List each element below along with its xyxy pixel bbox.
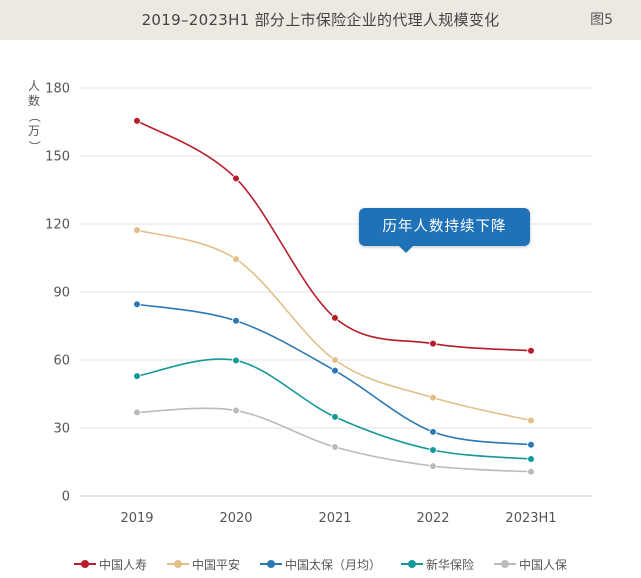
y-tick-label: 60 — [53, 354, 70, 369]
x-tick-label: 2021 — [318, 511, 351, 526]
legend-swatch — [259, 559, 282, 569]
annotation-callout-pointer — [398, 245, 414, 253]
data-point — [133, 372, 141, 380]
legend: 中国人寿 中国平安 中国太保（月均） 新华保险 中国人保 — [0, 554, 641, 574]
data-point — [527, 416, 535, 425]
legend-item: 中国人寿 — [73, 554, 147, 574]
data-point — [232, 406, 240, 415]
chart-title: 2019–2023H1 部分上市保险企业的代理人规模变化 — [141, 11, 500, 29]
grid-lines — [80, 87, 592, 497]
data-point — [331, 443, 339, 451]
legend-item: 中国平安 — [166, 554, 240, 574]
x-tick-labels: 2019 2020 2021 2022 2023H1 — [120, 511, 556, 526]
legend-item: 中国太保（月均） — [259, 554, 381, 574]
y-tick-label: 0 — [62, 490, 70, 505]
legend-item: 中国人保 — [494, 554, 567, 574]
data-point — [331, 314, 339, 322]
x-tick-label: 2020 — [219, 511, 252, 526]
data-point — [133, 300, 141, 309]
data-point — [429, 393, 437, 402]
series-points — [133, 117, 535, 476]
y-tick-label: 120 — [45, 218, 70, 233]
data-point — [232, 174, 240, 183]
legend-label: 中国人寿 — [98, 557, 147, 572]
legend-label: 中国平安 — [191, 557, 240, 572]
legend-swatch — [166, 559, 189, 569]
figure-number: 图5 — [590, 12, 613, 28]
x-tick-label: 2022 — [416, 511, 449, 526]
series-line — [136, 303, 532, 446]
y-axis-label-char: 人 — [27, 79, 40, 93]
data-point — [331, 413, 339, 421]
data-point — [133, 408, 141, 417]
y-tick-labels: 0 30 60 90 120 150 180 — [45, 82, 70, 505]
data-point — [232, 316, 240, 325]
data-point — [133, 117, 141, 125]
y-axis-label: 人 数 （ 万 ） — [26, 79, 42, 154]
data-point — [527, 467, 535, 476]
title-bar: 2019–2023H1 部分上市保险企业的代理人规模变化 图5 — [0, 0, 641, 40]
data-point — [331, 356, 339, 364]
data-point — [429, 446, 437, 454]
y-tick-label: 150 — [45, 150, 70, 165]
data-point — [429, 428, 437, 436]
y-axis-label-char: 万 — [27, 124, 40, 138]
legend-label: 中国人保 — [519, 557, 568, 572]
x-tick-label: 2019 — [120, 511, 153, 526]
data-point — [331, 366, 339, 375]
y-tick-label: 180 — [45, 82, 70, 97]
series-line — [136, 120, 532, 352]
legend-swatch — [73, 559, 96, 569]
legend-item: 新华保险 — [401, 554, 474, 574]
y-axis-label-char: 数 — [27, 94, 40, 108]
y-axis-label-char: （ — [27, 110, 42, 123]
data-point — [232, 356, 240, 365]
legend-label: 中国太保（月均） — [284, 557, 381, 572]
legend-swatch — [494, 559, 517, 569]
series-line — [136, 229, 532, 422]
y-axis-label-char: ） — [27, 140, 42, 153]
data-point — [527, 455, 535, 463]
y-tick-label: 90 — [53, 286, 70, 301]
data-point — [527, 440, 535, 449]
data-point — [232, 255, 240, 263]
data-point — [429, 339, 437, 348]
legend-swatch — [401, 559, 423, 569]
data-point — [429, 462, 437, 470]
data-point — [133, 226, 141, 234]
annotation-callout: 历年人数持续下降 — [359, 208, 530, 246]
legend-label: 新华保险 — [426, 557, 475, 572]
x-tick-label: 2023H1 — [505, 511, 556, 526]
data-point — [527, 346, 535, 355]
y-tick-label: 30 — [53, 422, 70, 437]
